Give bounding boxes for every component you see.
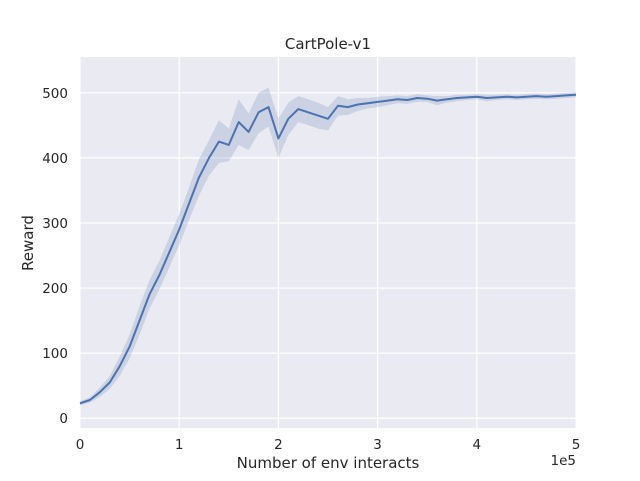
series-line <box>79 93 577 405</box>
x-tick-label: 2 <box>274 437 283 453</box>
x-tick-label: 4 <box>473 437 482 453</box>
y-tick-label: 500 <box>42 86 68 102</box>
y-tick-label: 300 <box>42 216 68 232</box>
x-tick-label: 1 <box>175 437 184 453</box>
x-tick-label: 3 <box>373 437 382 453</box>
x-offset-label: 1e5 <box>551 453 576 469</box>
x-axis-label: Number of env interacts <box>237 454 420 472</box>
x-tick-label: 5 <box>572 437 581 453</box>
y-tick-label: 100 <box>42 346 68 362</box>
x-tick-label: 0 <box>76 437 85 453</box>
y-grid <box>80 92 576 419</box>
y-tick-label: 400 <box>42 151 68 167</box>
y-tick-label: 200 <box>42 281 68 297</box>
y-axis-label: Reward <box>19 215 37 271</box>
x-tick-labels: 0 1 2 3 4 5 <box>76 437 581 453</box>
chart-title: CartPole-v1 <box>285 35 371 53</box>
y-tick-labels: 0 100 200 300 400 500 <box>42 86 68 427</box>
x-grid <box>79 57 577 428</box>
y-tick-label: 0 <box>59 411 68 427</box>
